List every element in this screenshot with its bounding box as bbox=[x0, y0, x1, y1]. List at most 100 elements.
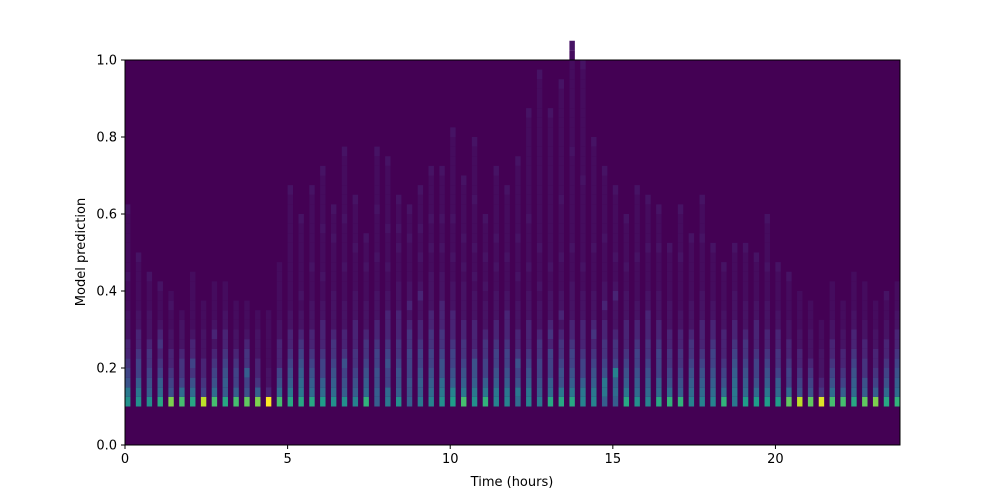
heatmap-cell bbox=[309, 329, 315, 340]
heatmap-cell bbox=[471, 175, 478, 186]
heatmap-cell bbox=[461, 310, 467, 320]
heatmap-cell bbox=[645, 223, 651, 234]
heatmap-cell bbox=[406, 348, 413, 359]
heatmap-cell bbox=[775, 377, 781, 388]
heatmap-cell bbox=[515, 396, 521, 407]
heatmap-cell bbox=[753, 329, 760, 340]
heatmap-cell bbox=[276, 348, 283, 359]
heatmap-cell bbox=[656, 387, 662, 397]
heatmap-cell bbox=[287, 396, 294, 407]
heatmap-cell bbox=[157, 358, 163, 368]
heatmap-cell bbox=[601, 252, 608, 263]
heatmap-cell bbox=[623, 329, 630, 340]
heatmap-cell bbox=[591, 368, 597, 378]
heatmap-cell bbox=[352, 223, 359, 234]
heatmap-cell bbox=[677, 204, 684, 214]
x-tick-label: 10 bbox=[442, 452, 459, 467]
heatmap-cell bbox=[851, 377, 857, 388]
heatmap-cell bbox=[721, 396, 727, 407]
heatmap-cell bbox=[601, 194, 608, 205]
heatmap-cell bbox=[558, 329, 565, 340]
heatmap-cell bbox=[894, 396, 901, 407]
heatmap-cell bbox=[363, 348, 369, 359]
heatmap-cell bbox=[580, 300, 586, 311]
heatmap-cell bbox=[309, 204, 315, 214]
heatmap-cell bbox=[862, 281, 868, 291]
heatmap-cell bbox=[601, 348, 608, 359]
heatmap-cell bbox=[699, 262, 705, 272]
heatmap-cell bbox=[569, 117, 575, 128]
heatmap-cell bbox=[547, 368, 554, 378]
heatmap-cell bbox=[482, 377, 489, 388]
heatmap-cell bbox=[125, 204, 131, 214]
heatmap-cell bbox=[601, 281, 608, 291]
heatmap-cell bbox=[341, 165, 348, 176]
heatmap-cell bbox=[699, 377, 705, 388]
heatmap-cell bbox=[135, 377, 142, 388]
heatmap-cell bbox=[558, 300, 565, 311]
heatmap-cell bbox=[395, 214, 402, 224]
heatmap-cell bbox=[753, 387, 760, 397]
heatmap-cell bbox=[764, 339, 770, 349]
heatmap-cell bbox=[222, 396, 228, 407]
heatmap-cell bbox=[526, 156, 532, 166]
heatmap-cell bbox=[721, 377, 727, 388]
y-tick-label: 0.8 bbox=[96, 131, 117, 146]
heatmap-cell bbox=[222, 310, 228, 320]
heatmap-cell bbox=[710, 291, 716, 301]
heatmap-cell bbox=[580, 358, 586, 368]
heatmap-cell bbox=[829, 291, 835, 301]
heatmap-cell bbox=[233, 300, 239, 311]
heatmap-cell bbox=[493, 339, 499, 349]
heatmap-cell bbox=[732, 368, 738, 378]
heatmap-cell bbox=[450, 329, 456, 340]
heatmap-cell bbox=[851, 368, 857, 378]
heatmap-cell bbox=[135, 252, 142, 263]
heatmap-cell bbox=[461, 377, 467, 388]
heatmap-cell bbox=[287, 262, 294, 272]
heatmap-cell bbox=[883, 396, 890, 407]
heatmap-cell bbox=[634, 214, 640, 224]
heatmap-cell bbox=[601, 165, 608, 176]
heatmap-cell bbox=[135, 348, 142, 359]
heatmap-cell bbox=[742, 252, 749, 263]
heatmap-cell bbox=[125, 368, 131, 378]
heatmap-cell bbox=[666, 281, 673, 291]
heatmap-cell bbox=[536, 377, 543, 388]
heatmap-cell bbox=[395, 339, 402, 349]
heatmap-cell bbox=[580, 214, 586, 224]
heatmap-cell bbox=[547, 396, 554, 407]
heatmap-cell bbox=[190, 387, 196, 397]
heatmap-cell bbox=[688, 281, 695, 291]
heatmap-cell bbox=[558, 175, 565, 186]
heatmap-cell bbox=[569, 223, 575, 234]
heatmap-cell bbox=[385, 300, 391, 311]
heatmap-cell bbox=[580, 98, 586, 109]
heatmap-cell bbox=[699, 242, 705, 253]
heatmap-cell bbox=[677, 291, 684, 301]
heatmap-cell bbox=[352, 396, 359, 407]
heatmap-cell bbox=[190, 377, 196, 388]
heatmap-cell bbox=[309, 310, 315, 320]
heatmap-cell bbox=[645, 396, 651, 407]
y-tick-label: 1.0 bbox=[96, 54, 117, 69]
heatmap-cell bbox=[645, 319, 651, 330]
heatmap-cell bbox=[612, 233, 619, 243]
heatmap-cell bbox=[862, 339, 868, 349]
heatmap-cell bbox=[125, 348, 131, 359]
heatmap-cell bbox=[634, 319, 640, 330]
heatmap-cell bbox=[439, 233, 445, 243]
heatmap-cell bbox=[645, 271, 651, 282]
heatmap-cell bbox=[417, 339, 424, 349]
heatmap-cell bbox=[146, 271, 153, 282]
heatmap-cell bbox=[461, 194, 467, 205]
heatmap-cell bbox=[341, 175, 348, 186]
heatmap-cell bbox=[374, 156, 380, 166]
heatmap-cell bbox=[601, 204, 608, 214]
heatmap-cell bbox=[363, 281, 369, 291]
heatmap-cell bbox=[526, 377, 532, 388]
heatmap-cell bbox=[569, 329, 575, 340]
heatmap-cell bbox=[211, 396, 218, 407]
heatmap-cell bbox=[374, 146, 380, 157]
heatmap-cell bbox=[493, 319, 499, 330]
